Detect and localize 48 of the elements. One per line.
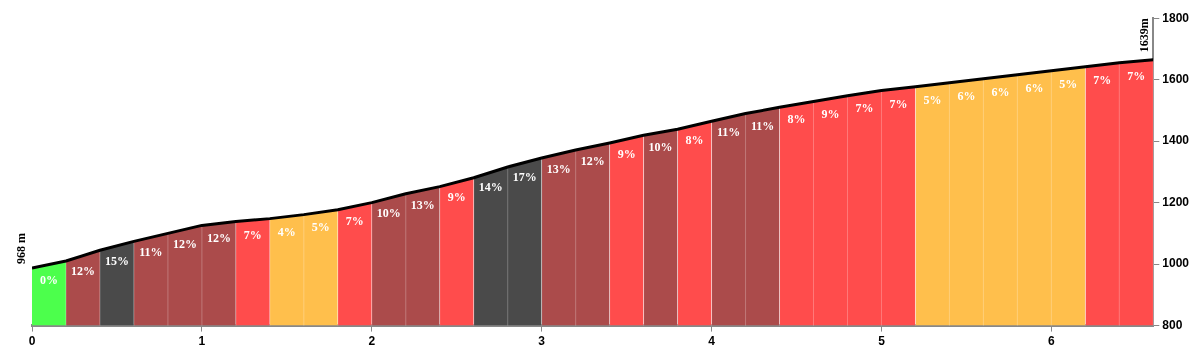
annotation: 15%	[104, 253, 129, 268]
annotation: 0%	[39, 272, 58, 287]
y-tick-label: 1600	[1162, 71, 1190, 86]
annotation: 968 m	[14, 233, 29, 265]
annotation: 5%	[1059, 76, 1078, 91]
annotation: 8%	[685, 133, 704, 148]
annotation: 8%	[787, 112, 806, 127]
x-tick-label: 3	[538, 334, 546, 349]
annotation: 7%	[1127, 69, 1146, 84]
annotation: 6%	[1025, 80, 1044, 95]
annotation: 1639m	[1137, 18, 1152, 53]
annotation: 12%	[580, 154, 605, 169]
annotation: 13%	[410, 198, 435, 213]
x-tick-label: 6	[1048, 334, 1056, 349]
annotation: 9%	[617, 147, 636, 162]
annotation: 7%	[243, 227, 262, 242]
x-tick-label: 1	[198, 334, 206, 349]
annotation: 9%	[447, 190, 466, 205]
annotation: 7%	[345, 214, 364, 229]
y-tick-label: 800	[1162, 317, 1183, 332]
annotation: 5%	[923, 92, 942, 107]
annotation: 5%	[311, 220, 330, 235]
annotation: 7%	[889, 96, 908, 111]
annotation: 13%	[546, 162, 571, 177]
annotation: 7%	[855, 100, 874, 115]
annotation: 12%	[70, 263, 95, 278]
annotation: 12%	[172, 237, 197, 252]
x-tick-label: 0	[28, 334, 36, 349]
x-tick-label: 2	[368, 334, 376, 349]
annotation: 6%	[991, 84, 1010, 99]
annotation: 12%	[206, 231, 231, 246]
y-tick-label: 1400	[1162, 133, 1190, 148]
annotation: 17%	[512, 170, 537, 185]
y-tick-label: 1000	[1162, 256, 1190, 271]
y-tick-label: 1200	[1162, 194, 1190, 209]
annotation: 10%	[648, 140, 673, 155]
annotation: 10%	[376, 206, 401, 221]
annotation: 11%	[139, 245, 163, 260]
annotation: 6%	[957, 88, 976, 103]
annotation: 14%	[478, 180, 503, 195]
annotation: 4%	[277, 224, 296, 239]
annotation: 11%	[750, 118, 775, 133]
x-tick-label: 4	[708, 334, 716, 349]
y-tick-label: 1800	[1162, 10, 1190, 25]
annotation: 7%	[1093, 72, 1112, 87]
x-tick-label: 5	[878, 334, 886, 349]
annotation: 11%	[716, 125, 741, 140]
annotation: 9%	[821, 106, 840, 121]
